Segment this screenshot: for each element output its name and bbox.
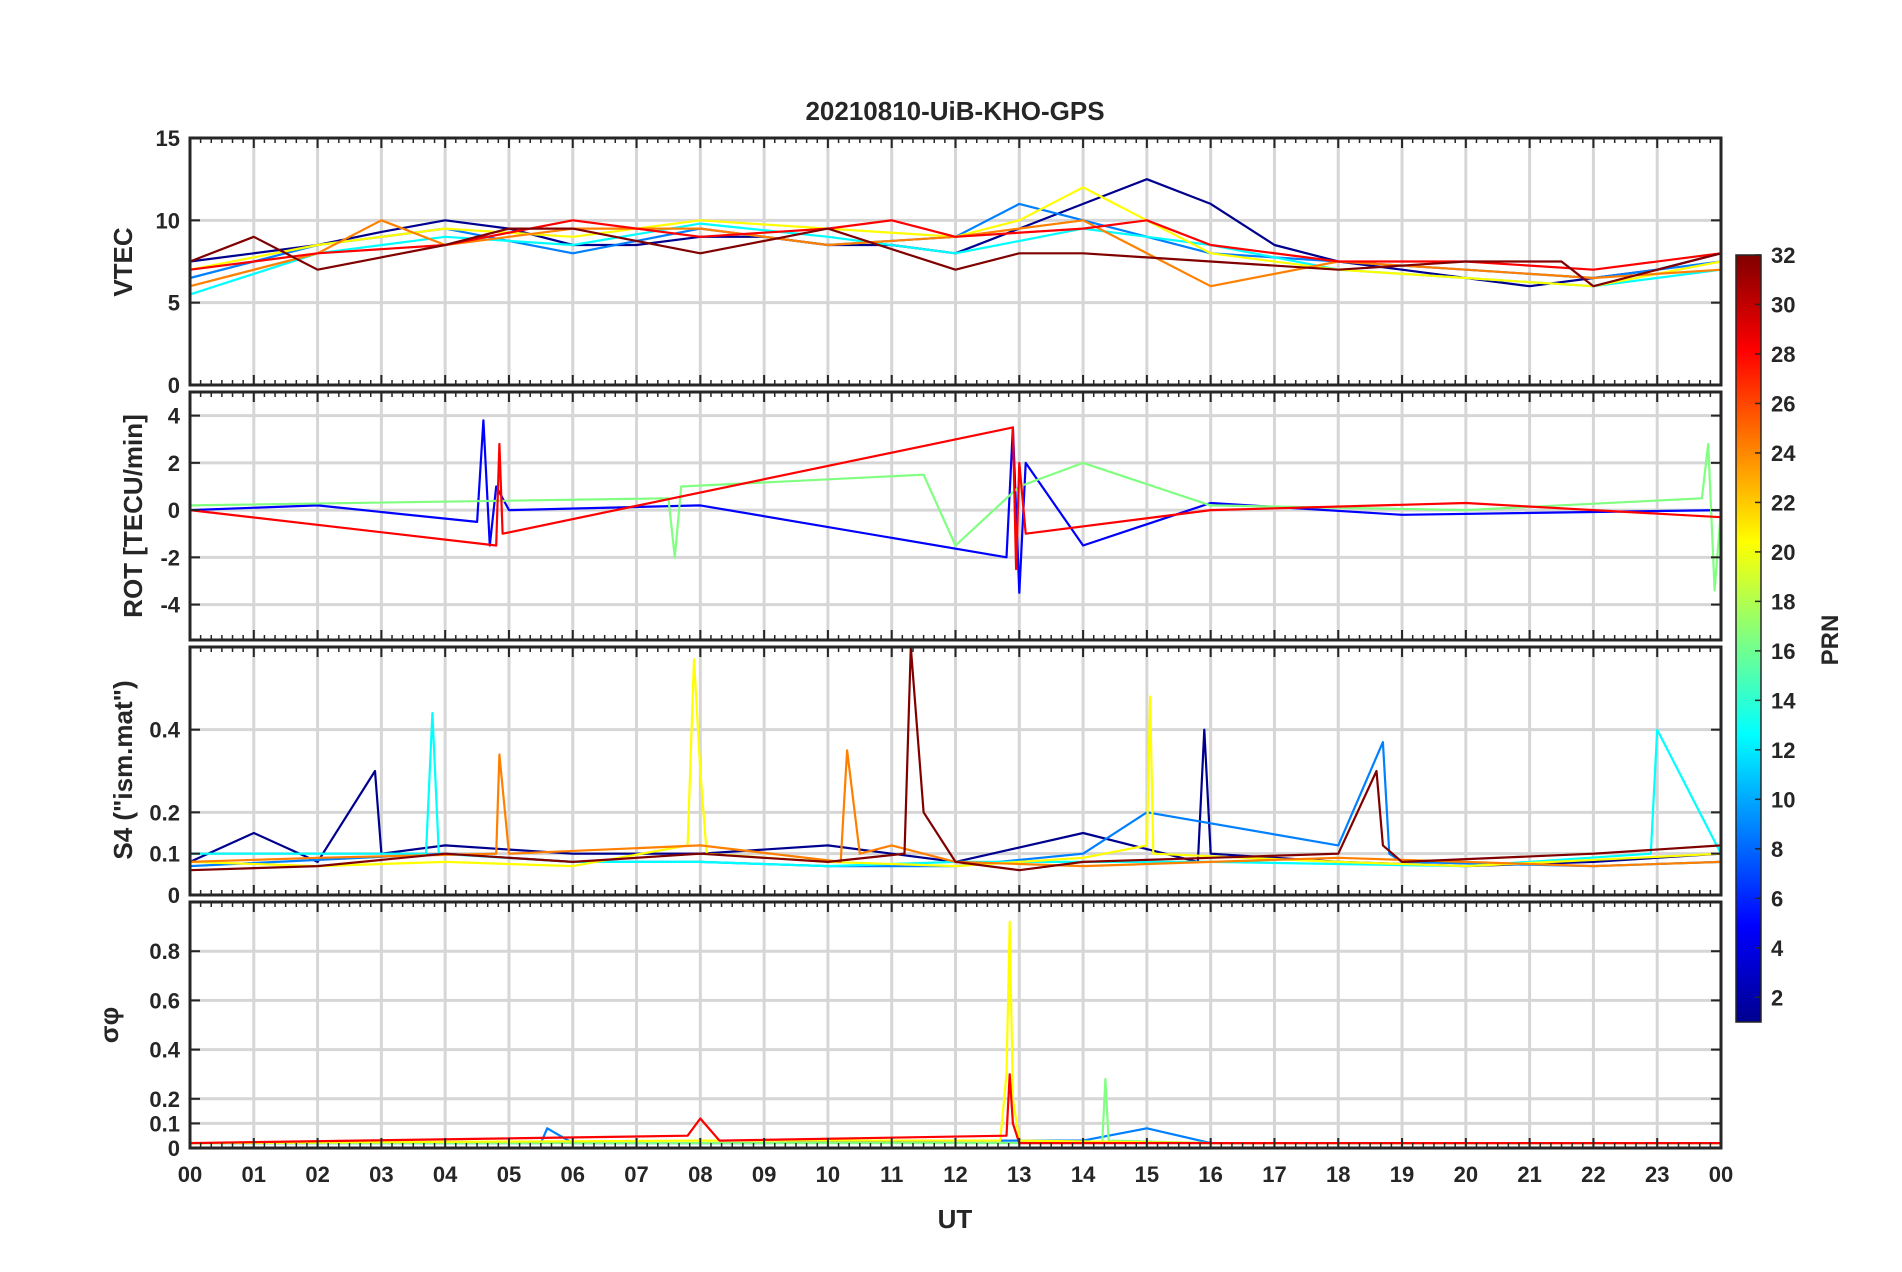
series-group xyxy=(189,645,1722,872)
x-tick-label: 11 xyxy=(880,1162,903,1187)
colorbar-tick-label: 26 xyxy=(1771,391,1795,416)
x-tick-label: 09 xyxy=(752,1162,776,1187)
x-tick-label: 23 xyxy=(1645,1162,1669,1187)
x-tick-label: 19 xyxy=(1390,1162,1414,1187)
panel-rot: 4 2 0 -2 -4 ROT [TECU/min] xyxy=(118,390,1723,642)
x-tick-label: 07 xyxy=(624,1162,648,1187)
series-line-prn xyxy=(189,442,1723,592)
chart-title: 20210810-UiB-KHO-GPS xyxy=(805,96,1104,126)
y-tick-label: 0 xyxy=(168,883,180,908)
y-tick-label: 5 xyxy=(168,291,180,316)
x-tick-label: 01 xyxy=(242,1162,266,1187)
x-tick-label: 02 xyxy=(305,1162,329,1187)
series-line-prn xyxy=(189,749,1722,868)
y-tick-label: -4 xyxy=(160,593,180,618)
y-axis-label: S4 ("ism.mat") xyxy=(108,680,138,859)
x-axis-label: UT xyxy=(938,1204,973,1234)
x-tick-label: 06 xyxy=(561,1162,585,1187)
axes-frame xyxy=(188,390,1723,642)
colorbar-tick-label: 28 xyxy=(1771,342,1795,367)
colorbar-tick-label: 6 xyxy=(1771,886,1783,911)
ticks: 0 0.1 0.2 0.4 xyxy=(149,647,1722,908)
y-tick-label: 0.1 xyxy=(149,1111,180,1136)
y-tick-label: 2 xyxy=(168,451,180,476)
x-tick-label: 10 xyxy=(816,1162,840,1187)
y-tick-label: 4 xyxy=(168,404,181,429)
x-tick-label: 15 xyxy=(1135,1162,1159,1187)
axes-frame xyxy=(188,900,1723,1150)
series-line-prn xyxy=(189,227,1722,288)
y-tick-label: -2 xyxy=(160,545,180,570)
colorbar-tick-label: 8 xyxy=(1771,837,1783,862)
panel-vtec: 0 5 10 15 VTEC xyxy=(108,126,1723,398)
y-tick-label: 0.1 xyxy=(149,842,180,867)
colorbar-label: PRN xyxy=(1817,615,1844,666)
x-tick-label: 20 xyxy=(1454,1162,1478,1187)
x-tick-label: 03 xyxy=(369,1162,393,1187)
x-axis: 00 01 02 03 04 05 06 07 08 09 10 11 12 13 14 15 16 17 18 19… xyxy=(178,1162,1733,1187)
colorbar-tick-label: 12 xyxy=(1771,738,1795,763)
series-line-prn xyxy=(189,426,1722,571)
x-tick-label: 00 xyxy=(1709,1162,1733,1187)
x-tick-label: 14 xyxy=(1071,1162,1096,1187)
y-tick-label: 0.2 xyxy=(149,800,180,825)
y-tick-label: 0.4 xyxy=(149,718,180,743)
series-group xyxy=(189,178,1722,296)
x-tick-label: 18 xyxy=(1326,1162,1350,1187)
y-tick-label: 15 xyxy=(156,126,180,151)
x-tick-label: 16 xyxy=(1198,1162,1222,1187)
colorbar-tick-label: 18 xyxy=(1771,589,1795,614)
panel-s4: 0 0.1 0.2 0.4 S4 ("ism.mat") xyxy=(108,645,1723,908)
panel-sigma: 00.10.2 0.4 0.6 0.8 σφ xyxy=(94,900,1723,1161)
x-tick-label: 08 xyxy=(688,1162,712,1187)
x-tick-label: 17 xyxy=(1262,1162,1286,1187)
colorbar-tick-label: 14 xyxy=(1771,688,1796,713)
x-tick-label: 05 xyxy=(497,1162,521,1187)
colorbar-tick-label: 10 xyxy=(1771,787,1795,812)
axes-frame xyxy=(188,136,1723,387)
grid xyxy=(188,902,1723,1150)
colorbar-tick-label: 22 xyxy=(1771,490,1795,515)
y-tick-label: 0.2 xyxy=(149,1087,180,1112)
colorbar-tick-label: 24 xyxy=(1771,441,1796,466)
colorbar-tick-label: 4 xyxy=(1771,936,1784,961)
x-tick-label: 00 xyxy=(178,1162,202,1187)
y-tick-label: 0 xyxy=(168,498,180,523)
series-line-prn xyxy=(190,1127,1721,1145)
y-tick-label: 0.6 xyxy=(149,988,180,1013)
colorbar-fill xyxy=(1735,254,1762,1023)
colorbar-tick-label: 30 xyxy=(1771,292,1795,317)
series-group xyxy=(189,419,1723,594)
x-tick-label: 04 xyxy=(433,1162,458,1187)
y-axis-label: ROT [TECU/min] xyxy=(118,414,148,618)
y-tick-label: 0.4 xyxy=(149,1038,180,1063)
x-tick-label: 21 xyxy=(1517,1162,1541,1187)
series-line-prn xyxy=(189,1073,1721,1145)
series-line-prn xyxy=(189,419,1722,594)
colorbar-tick-label: 20 xyxy=(1771,540,1795,565)
colorbar-tick-label: 16 xyxy=(1771,639,1795,664)
series-line-prn xyxy=(189,219,1722,271)
series-line-prn xyxy=(189,645,1722,872)
y-tick-label: 0.8 xyxy=(149,939,180,964)
y-axis-label: σφ xyxy=(94,1007,124,1043)
x-tick-label: 13 xyxy=(1007,1162,1031,1187)
colorbar-tick-label: 32 xyxy=(1771,243,1795,268)
ticks: 4 2 0 -2 -4 xyxy=(160,392,1722,640)
y-axis-label: VTEC xyxy=(108,227,138,297)
x-tick-label: 22 xyxy=(1581,1162,1605,1187)
series-line-prn xyxy=(189,186,1722,288)
y-tick-label: 10 xyxy=(156,208,180,233)
x-tick-label: 12 xyxy=(943,1162,967,1187)
y-tick-label: 0 xyxy=(168,1136,180,1161)
y-tick-label: 0 xyxy=(168,373,180,398)
axes-frame xyxy=(188,645,1723,897)
colorbar-tick-label: 2 xyxy=(1771,985,1783,1010)
